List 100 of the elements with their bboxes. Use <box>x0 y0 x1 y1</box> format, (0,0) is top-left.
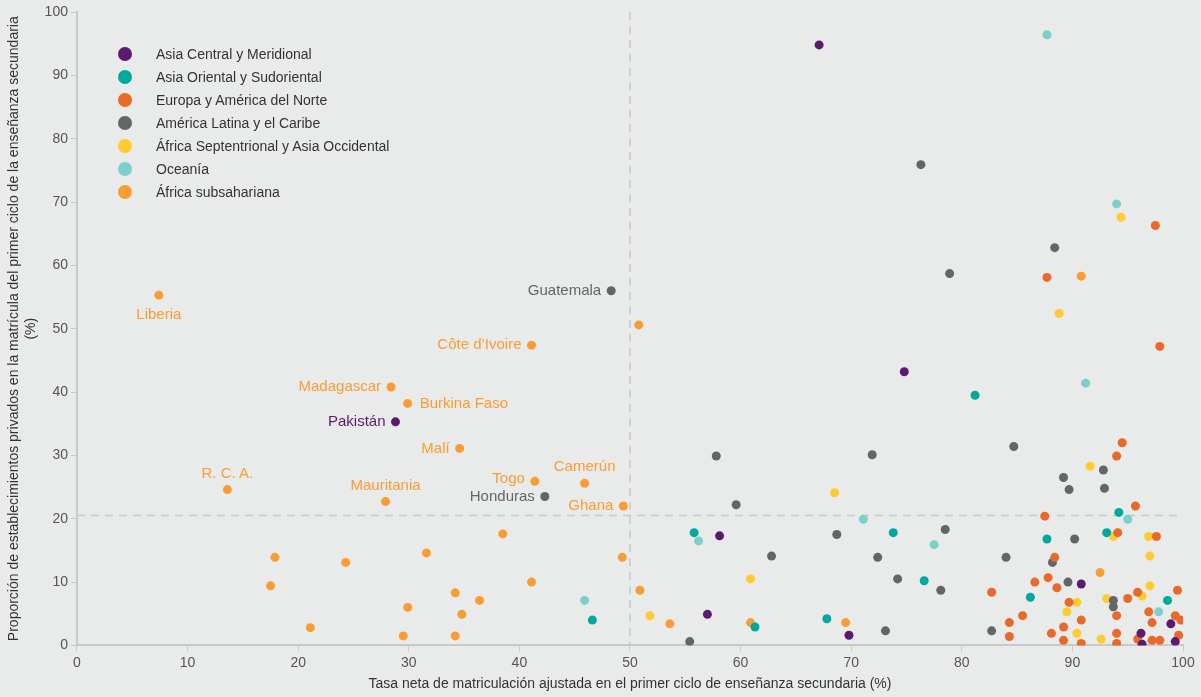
point <box>767 551 777 561</box>
y-axis-title: Proporción de establecimientos privados en la matrícula del primer ciclo de la enseñanza secundaria (%) <box>5 16 39 642</box>
y-tick-label: 70 <box>52 192 69 209</box>
point <box>341 557 351 567</box>
point <box>1166 619 1176 629</box>
point <box>1040 511 1050 521</box>
point <box>822 614 832 624</box>
point <box>1009 442 1019 452</box>
point <box>1062 607 1072 617</box>
point <box>1102 528 1112 538</box>
point <box>1076 271 1086 281</box>
point <box>1064 485 1074 495</box>
point <box>1116 212 1126 222</box>
point <box>873 552 883 562</box>
point <box>1043 573 1053 583</box>
point <box>1144 607 1154 617</box>
point <box>1155 341 1165 351</box>
point <box>606 286 616 296</box>
point <box>527 340 537 350</box>
point <box>1054 309 1064 318</box>
annotation: Liberia <box>136 305 182 323</box>
point <box>858 514 868 524</box>
point <box>893 574 903 584</box>
point <box>1112 451 1122 461</box>
legend-label: África subsahariana <box>156 183 280 200</box>
point <box>746 574 756 584</box>
y-tick-label: 30 <box>52 446 69 463</box>
point <box>381 497 391 507</box>
x-tick-label: 60 <box>732 653 749 670</box>
point <box>1072 628 1082 638</box>
point <box>841 618 851 628</box>
point <box>498 529 508 539</box>
point <box>1072 597 1082 607</box>
annotation: Pakistán <box>327 411 386 429</box>
point <box>1004 618 1014 628</box>
point <box>987 626 997 636</box>
point <box>685 637 695 646</box>
point <box>1108 602 1118 612</box>
point <box>635 585 645 595</box>
point <box>1042 30 1052 40</box>
x-tick-label: 10 <box>179 653 196 670</box>
point <box>1059 622 1069 632</box>
point <box>1070 534 1080 544</box>
annotation: Malí <box>421 438 451 456</box>
point <box>1050 552 1060 562</box>
annotation: Togo <box>492 469 525 487</box>
point <box>1059 473 1069 483</box>
point <box>1112 639 1122 646</box>
y-tick-label: 90 <box>52 66 69 83</box>
legend-label: Asia Central y Meridional <box>156 45 312 62</box>
point <box>1123 514 1133 524</box>
point <box>1123 594 1133 604</box>
point <box>888 528 898 538</box>
point <box>867 450 877 460</box>
point <box>391 417 400 427</box>
point <box>1145 551 1155 561</box>
point <box>1085 461 1095 471</box>
point <box>830 488 840 498</box>
point <box>1145 581 1155 591</box>
point <box>1042 534 1052 544</box>
point <box>270 552 280 562</box>
point <box>475 595 485 605</box>
y-tick-label: 80 <box>52 129 69 146</box>
point <box>645 611 655 621</box>
point <box>1001 552 1011 562</box>
point <box>1030 577 1040 587</box>
y-tick-label: 20 <box>52 509 69 526</box>
point <box>1112 628 1122 638</box>
point <box>1095 568 1105 578</box>
point <box>1076 579 1086 589</box>
point <box>1163 595 1173 605</box>
point <box>945 269 955 279</box>
y-tick-label: 0 <box>60 636 69 653</box>
point <box>1155 635 1165 645</box>
point <box>154 290 164 300</box>
legend-label: América Latina y el Caribe <box>156 114 321 131</box>
y-tick-label: 40 <box>52 382 69 399</box>
point <box>970 390 980 400</box>
annotation: Honduras <box>469 486 535 504</box>
point <box>1025 592 1035 602</box>
point <box>421 548 431 558</box>
point <box>1064 597 1074 607</box>
x-tick-label: 90 <box>1064 653 1081 670</box>
point <box>1144 531 1154 541</box>
point <box>1050 243 1060 253</box>
x-tick-label: 0 <box>73 653 82 670</box>
point <box>457 609 467 619</box>
point <box>1136 628 1146 638</box>
point <box>1004 632 1014 642</box>
point <box>1113 528 1123 538</box>
x-tick-label: 40 <box>511 653 528 670</box>
point <box>919 576 929 586</box>
point <box>403 602 413 612</box>
x-tick-label: 50 <box>622 653 638 670</box>
point <box>1170 637 1180 646</box>
y-tick-label: 10 <box>52 572 69 589</box>
x-tick-label: 100 <box>1171 653 1195 670</box>
point <box>929 540 939 550</box>
annotation: R. C. A. <box>201 463 254 481</box>
annotation: Burkina Faso <box>419 393 509 411</box>
